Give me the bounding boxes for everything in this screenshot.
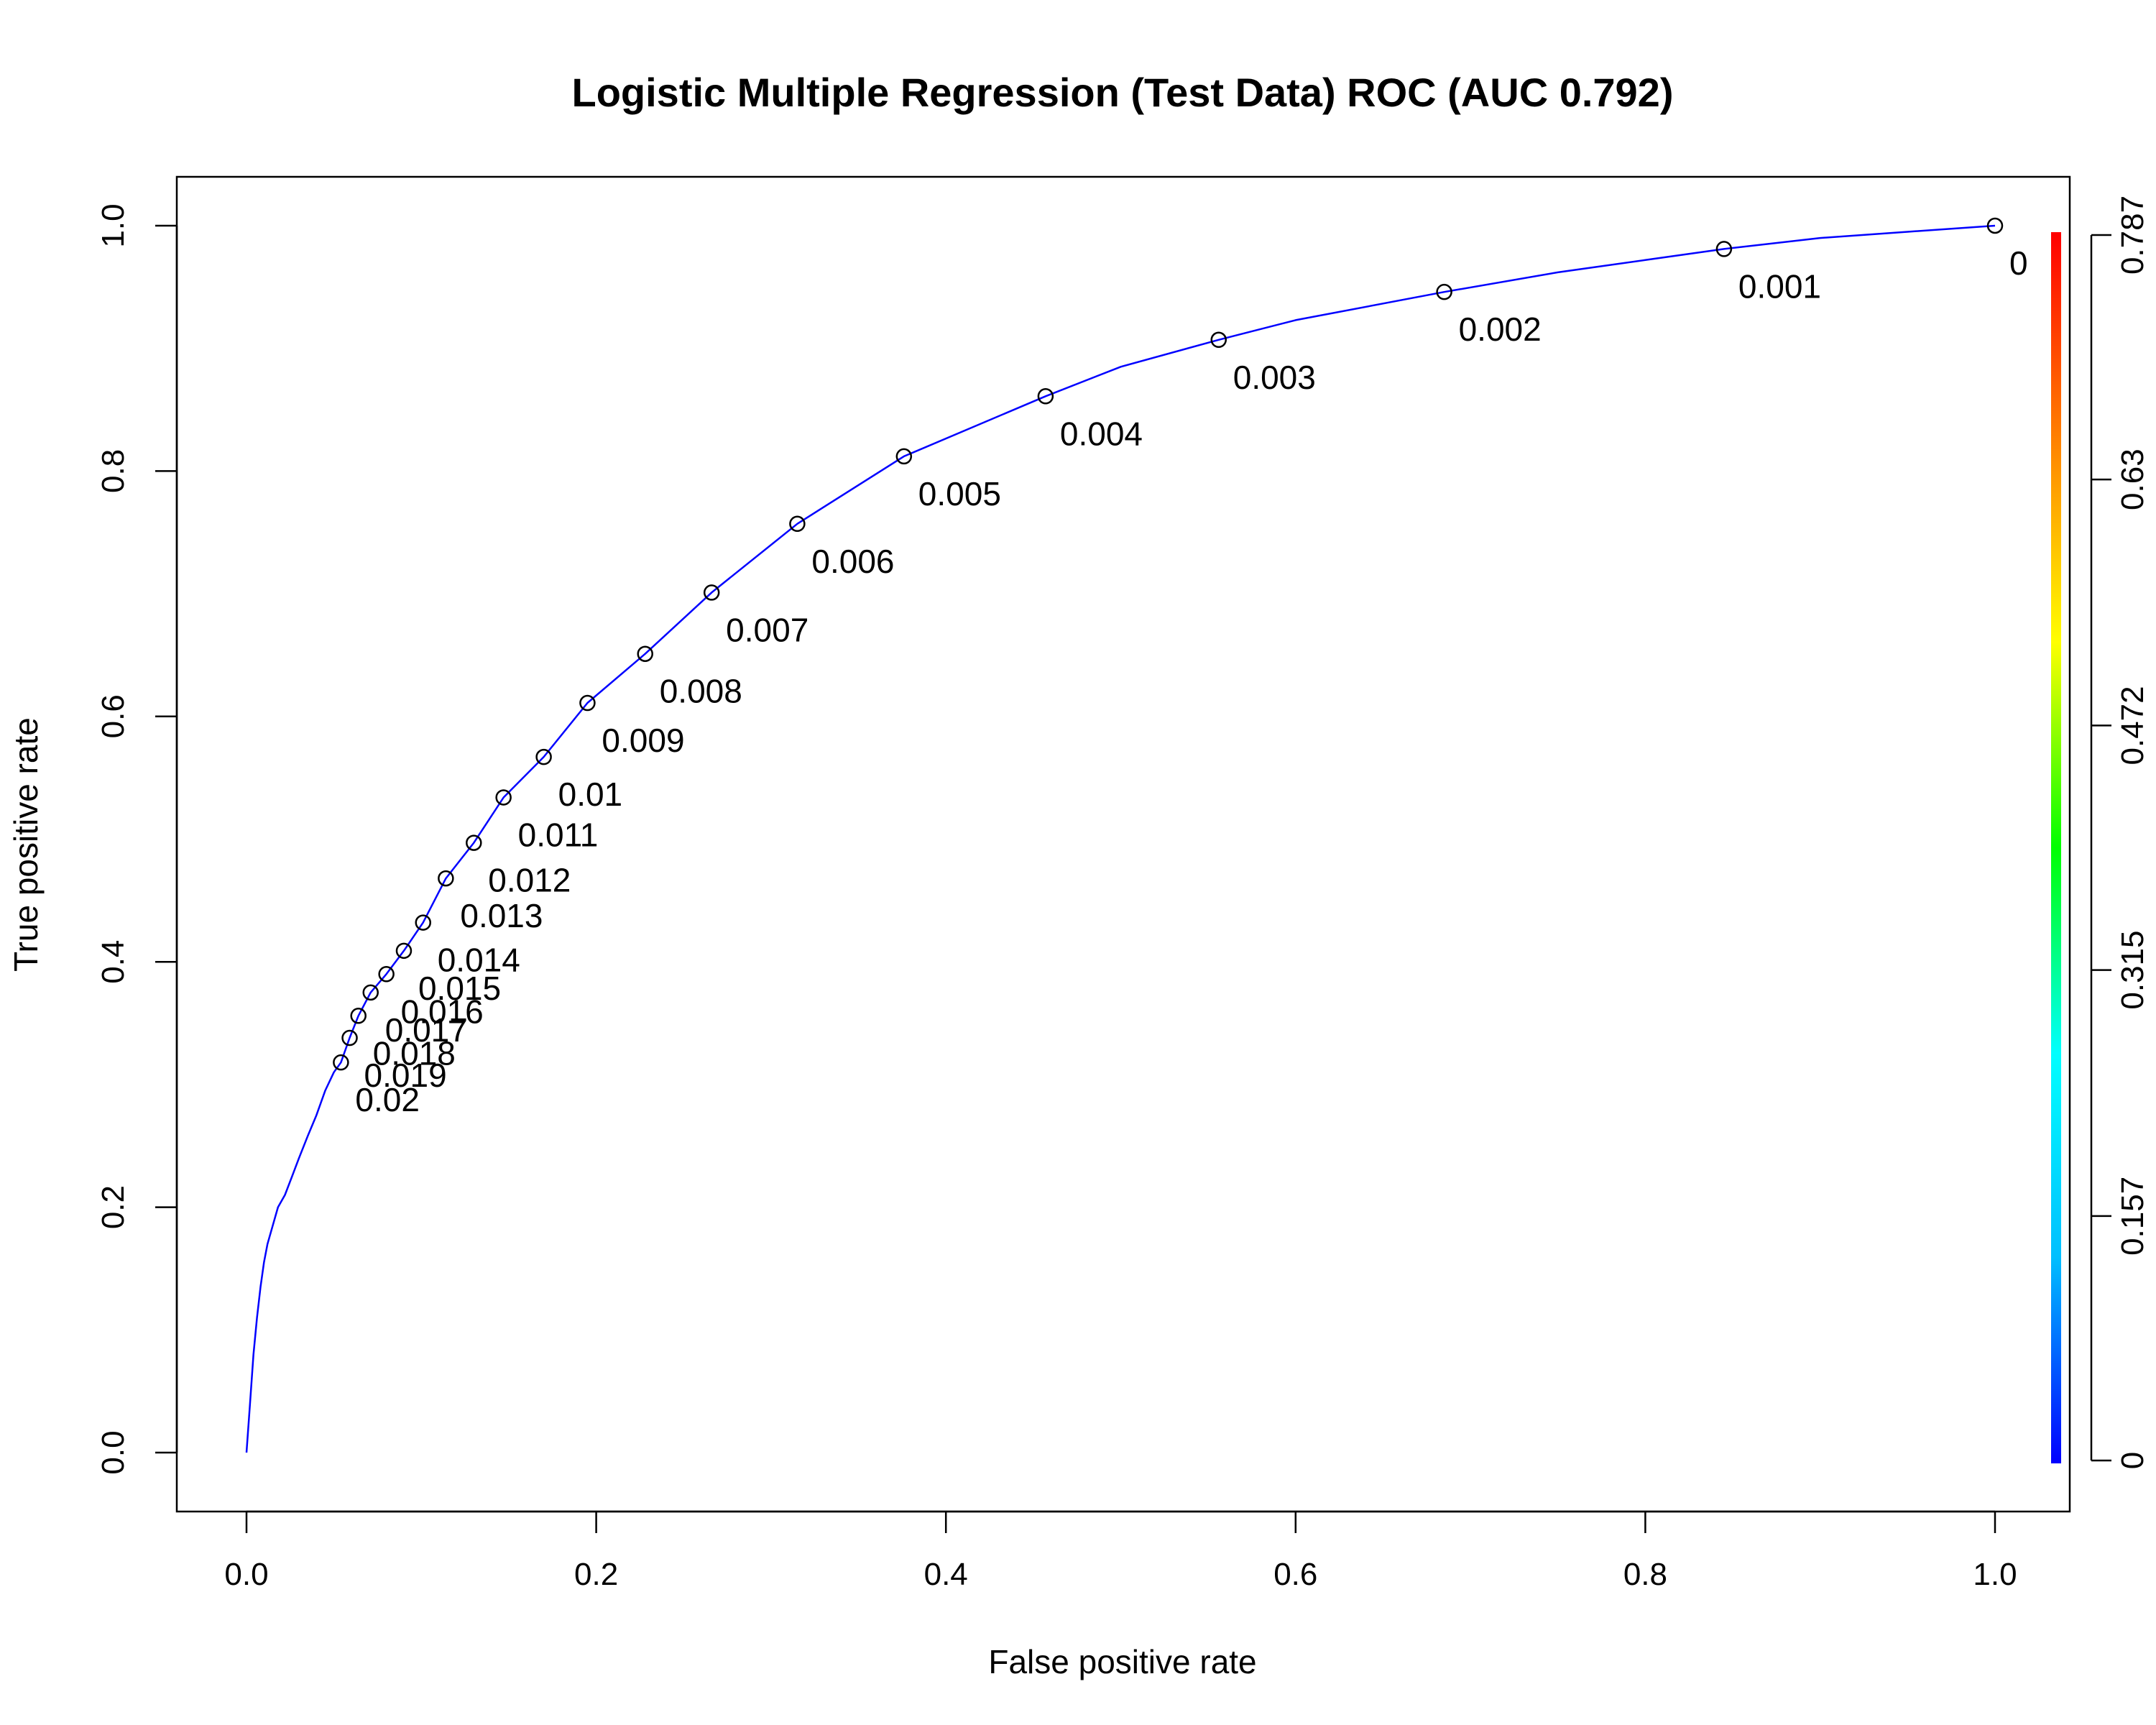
cutoff-marker: [1210, 331, 1227, 349]
cutoff-label: 0.014: [438, 942, 520, 979]
roc-curve: [245, 224, 1996, 1453]
colorbar-tick-label: 0.787: [2115, 196, 2150, 275]
cutoff-marker: [1436, 283, 1452, 300]
colorbar-tick-label: 0: [2115, 1452, 2150, 1469]
cutoff-marker: [1715, 241, 1733, 257]
colorbar-tick-label: 0.157: [2115, 1177, 2150, 1256]
cutoff-label: 0.004: [1060, 415, 1143, 452]
y-axis-label: True positive rate: [7, 717, 45, 972]
cutoff-marker: [1986, 217, 2004, 234]
cutoff-marker: [333, 1054, 349, 1071]
y-tick-label: 1.0: [96, 203, 131, 247]
cutoff-marker: [350, 1008, 367, 1024]
cutoff-label: 0: [2009, 244, 2028, 282]
cutoff-label: 0.001: [1738, 267, 1821, 305]
cutoff-markers-layer: [333, 217, 2004, 1071]
y-tick-label: 0.0: [96, 1430, 131, 1474]
cutoff-marker: [378, 966, 395, 983]
cutoff-label: 0.016: [401, 993, 484, 1030]
colorbar-tick-label: 0.63: [2115, 448, 2150, 510]
x-tick-label: 0.0: [224, 1557, 268, 1592]
colorbar-axis: 0 0.157 0.315 0.472 0.63 0.787: [2090, 196, 2150, 1469]
cutoff-marker: [789, 515, 806, 533]
cutoff-marker: [535, 748, 552, 765]
cutoff-marker: [395, 942, 413, 960]
x-tick-label: 0.4: [924, 1557, 968, 1592]
roc-curve-layer: [245, 224, 1996, 1453]
cutoff-label: 0.015: [418, 970, 501, 1007]
colorbar-tick-label: 0.472: [2115, 686, 2150, 765]
x-tick-label: 0.8: [1623, 1557, 1667, 1592]
cutoff-marker: [895, 448, 913, 465]
cutoff-marker: [1037, 388, 1054, 405]
cutoff-marker: [579, 694, 596, 712]
cutoff-marker: [495, 789, 512, 806]
chart-title: Logistic Multiple Regression (Test Data)…: [572, 70, 1674, 115]
cutoff-marker: [415, 914, 431, 931]
cutoff-marker: [362, 984, 379, 1001]
cutoff-label: 0.013: [460, 897, 543, 934]
cutoff-marker: [466, 834, 482, 851]
cutoff-label: 0.012: [488, 862, 571, 899]
cutoff-label: 0.018: [373, 1034, 456, 1072]
cutoff-label: 0.011: [518, 816, 599, 853]
colorbar: [2051, 232, 2061, 1463]
cutoff-marker: [341, 1029, 358, 1046]
cutoff-marker: [637, 645, 653, 662]
x-tick-label: 1.0: [1973, 1557, 2017, 1592]
cutoff-label: 0.007: [726, 611, 808, 648]
x-tick-label: 0.2: [574, 1557, 618, 1592]
y-tick-label: 0.8: [96, 449, 131, 493]
cutoff-label: 0.008: [660, 673, 742, 710]
cutoff-label: 0.02: [355, 1081, 420, 1118]
cutoff-label: 0.002: [1459, 310, 1542, 348]
cutoff-label: 0.005: [918, 475, 1001, 512]
cutoff-marker: [438, 870, 454, 887]
cutoff-label: 0.006: [811, 543, 894, 580]
cutoff-marker: [703, 584, 720, 601]
y-tick-label: 0.4: [96, 940, 131, 984]
x-axis-label: False positive rate: [988, 1643, 1256, 1680]
x-axis: 0.0 0.2 0.4 0.6 0.8 1.0: [224, 1510, 2017, 1592]
cutoff-label: 0.01: [558, 776, 623, 813]
cutoff-label: 0.003: [1233, 359, 1316, 396]
cutoff-label: 0.019: [364, 1057, 447, 1094]
y-axis: 0.0 0.2 0.4 0.6 0.8 1.0: [96, 203, 178, 1475]
colorbar-tick-label: 0.315: [2115, 931, 2150, 1010]
y-tick-label: 0.6: [96, 694, 131, 738]
x-tick-label: 0.6: [1273, 1557, 1317, 1592]
cutoff-label: 0.009: [602, 722, 684, 759]
plot-frame: [175, 175, 2071, 1513]
cutoff-label: 0.017: [385, 1011, 468, 1049]
y-tick-label: 0.2: [96, 1185, 131, 1229]
